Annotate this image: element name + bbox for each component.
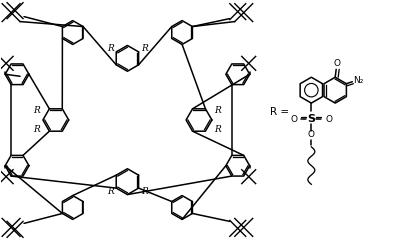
Text: R: R <box>33 126 40 134</box>
Text: R: R <box>214 126 221 134</box>
Text: R: R <box>107 44 114 53</box>
Text: S: S <box>307 114 315 124</box>
Text: O: O <box>290 115 297 125</box>
Text: R =: R = <box>269 107 289 117</box>
Text: N₂: N₂ <box>353 76 364 85</box>
Text: O: O <box>334 59 341 68</box>
Text: R: R <box>214 106 221 114</box>
Text: R: R <box>141 187 148 196</box>
Text: O: O <box>308 130 315 139</box>
Text: R: R <box>33 106 40 114</box>
Text: R: R <box>107 187 114 196</box>
Text: O: O <box>325 115 332 125</box>
Text: R: R <box>141 44 148 53</box>
